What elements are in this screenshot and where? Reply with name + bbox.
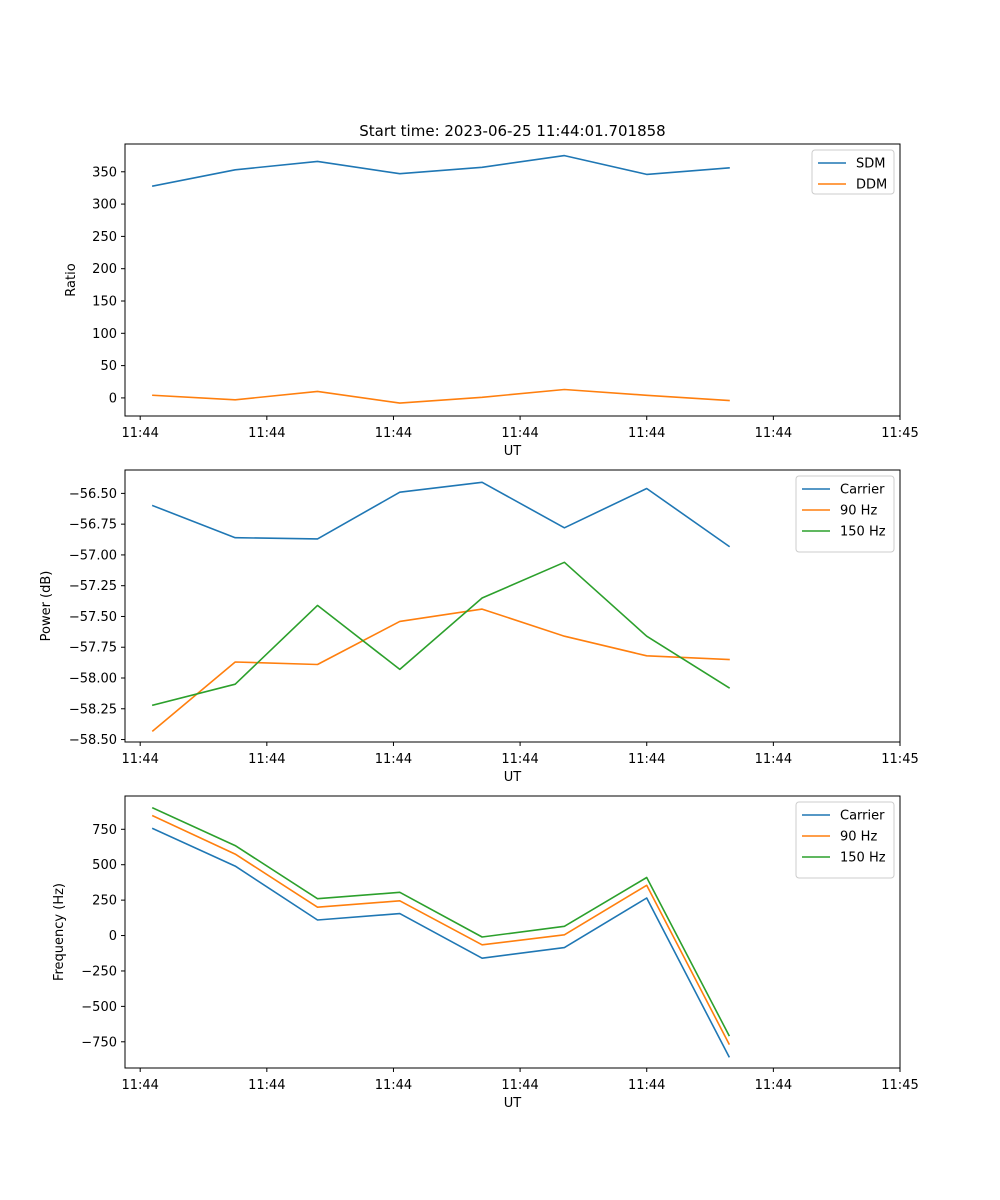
subplot-1-ytick-label: 50 [100,359,117,374]
subplot-3-axes-frame [124,795,901,1069]
subplot-2-xtick-label: 11:44 [375,752,412,767]
subplot-3: 11:44 11:44 11:44 11:44 11:44 11:44 11:45 UT −75… [52,795,919,1111]
subplot-1-ytick-label: 250 [92,230,117,245]
subplot-3-line-150-hz [151,806,731,1037]
subplot-1-xtick-label: 11:44 [248,426,285,441]
subplot-2-ytick-label: −58.50 [69,733,117,748]
subplot-2-ytick-label: −58.25 [69,702,117,717]
subplot-3-line-carrier [151,827,731,1058]
subplot-2-ytick-label: −56.75 [69,518,117,533]
subplot-3-ytick-label: 500 [92,858,117,873]
subplot-1-ytick-label: 150 [92,294,117,309]
subplots: 11:44 11:44 11:44 11:44 11:44 11:44 11:45 UT 0 50… [39,143,919,1111]
subplot-1-xtick-label: 11:44 [501,426,538,441]
subplot-1-xlabel: UT [504,444,522,459]
subplot-3-legend: Carrier 90 Hz 150 Hz [795,801,895,879]
subplot-1-ytick-label: 300 [92,198,117,213]
subplot-3-xtick-label: 11:44 [121,1078,158,1093]
subplot-1-line-ddm [152,388,730,404]
subplot-3-legend-label: 150 Hz [840,851,886,866]
subplot-2-legend-label: Carrier [840,483,885,498]
subplot-3-ytick-label: 0 [109,929,117,944]
subplot-2-line-carrier [151,481,731,548]
subplot-3-xlabel: UT [504,1096,522,1111]
subplot-2-legend: Carrier 90 Hz 150 Hz [795,475,895,553]
subplot-3-ytick-label: −750 [81,1035,117,1050]
subplot-1-xtick-label: 11:44 [755,426,792,441]
subplot-3-xtick-label: 11:44 [375,1078,412,1093]
figure-title: Start time: 2023-06-25 11:44:01.701858 [359,122,665,140]
subplot-3-xtick-label: 11:44 [501,1078,538,1093]
subplot-2-xtick-label: 11:44 [121,752,158,767]
subplot-2-ytick-label: −57.50 [69,610,117,625]
subplot-3-ytick-label: −500 [81,1000,117,1015]
subplot-1-ytick-label: 350 [92,165,117,180]
subplot-2-xtick-label: 11:44 [501,752,538,767]
subplot-2-xtick-label: 11:45 [881,752,918,767]
subplot-2-ytick-label: −58.00 [69,672,117,687]
subplot-2-line-90-hz [151,608,730,733]
subplot-3-xtick-label: 11:44 [628,1078,665,1093]
subplot-3-ytick-label: 750 [92,823,117,838]
subplot-1-legend-label: DDM [856,178,887,193]
subplot-3-ytick-label: −250 [81,964,117,979]
subplot-2-xlabel: UT [504,770,522,785]
subplot-1-axes-frame [124,143,901,417]
subplot-2: 11:44 11:44 11:44 11:44 11:44 11:44 11:45 UT −58… [39,469,919,785]
subplot-1-ylabel: Ratio [64,263,79,296]
subplot-1-line-sdm [151,154,730,187]
subplot-3-ytick-label: 250 [92,894,117,909]
subplot-2-ytick-label: −56.50 [69,487,117,502]
subplot-2-axes-frame [124,469,901,743]
subplot-2-xtick-label: 11:44 [755,752,792,767]
subplot-1-ytick-label: 100 [92,327,117,342]
subplot-2-legend-frame [795,475,895,553]
subplot-2-ytick-label: −57.00 [69,548,117,563]
subplot-3-legend-frame [795,801,895,879]
subplot-1-legend-label: SDM [856,157,885,172]
subplot-2-ytick-label: −57.75 [69,641,117,656]
subplot-1: 11:44 11:44 11:44 11:44 11:44 11:44 11:45 UT 0 50… [64,143,919,459]
subplot-1-legend-frame [811,149,895,195]
subplot-3-legend-label: Carrier [840,809,885,824]
subplot-3-xtick-label: 11:44 [248,1078,285,1093]
subplot-3-xtick-label: 11:44 [755,1078,792,1093]
subplot-2-ylabel: Power (dB) [39,571,54,642]
subplot-1-xtick-label: 11:44 [121,426,158,441]
subplot-1-xtick-label: 11:44 [628,426,665,441]
subplot-3-legend-label: 90 Hz [840,830,877,845]
subplot-1-xtick-label: 11:44 [375,426,412,441]
subplot-1-xtick-label: 11:45 [881,426,918,441]
subplot-2-xtick-label: 11:44 [628,752,665,767]
subplot-2-legend-label: 150 Hz [840,525,886,540]
subplot-3-line-90-hz [151,814,731,1045]
subplot-3-ylabel: Frequency (Hz) [52,883,67,981]
subplot-3-xtick-label: 11:45 [881,1078,918,1093]
subplot-2-legend-label: 90 Hz [840,504,877,519]
subplot-2-ytick-label: −57.25 [69,579,117,594]
subplot-1-ytick-label: 0 [109,391,117,406]
subplot-1-ytick-label: 200 [92,262,117,277]
subplot-2-line-150-hz [151,561,731,707]
subplot-1-legend: SDM DDM [811,149,895,195]
subplot-2-xtick-label: 11:44 [248,752,285,767]
